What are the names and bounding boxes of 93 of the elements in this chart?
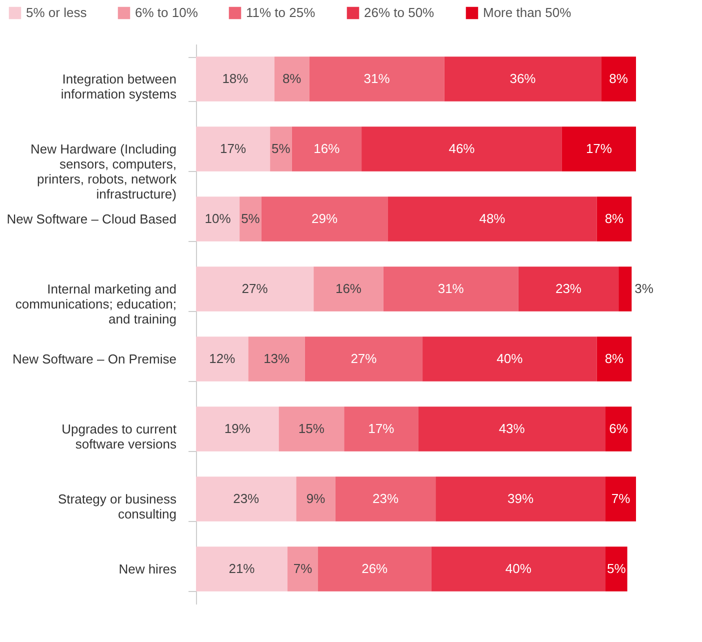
bar bbox=[606, 406, 632, 452]
legend-label: 11% to 25% bbox=[246, 5, 316, 20]
bar bbox=[270, 126, 292, 172]
bar bbox=[309, 56, 444, 102]
data-label: 5% bbox=[272, 141, 291, 156]
data-label: 17% bbox=[368, 421, 395, 436]
data-label: 40% bbox=[496, 351, 524, 366]
bar bbox=[444, 56, 602, 102]
data-label: 43% bbox=[498, 421, 526, 436]
bar bbox=[314, 266, 384, 312]
bar bbox=[431, 546, 606, 592]
legend-label: 5% or less bbox=[26, 5, 88, 20]
bar bbox=[606, 546, 628, 592]
legend-label: 6% to 10% bbox=[135, 5, 198, 20]
y-tick-label: Internal marketing and communications; education; and training bbox=[15, 282, 176, 326]
bar bbox=[240, 196, 262, 242]
data-label: 21% bbox=[228, 561, 256, 576]
bar bbox=[335, 476, 436, 522]
y-tick-label: New hires bbox=[118, 562, 177, 576]
bar bbox=[292, 126, 362, 172]
data-label: 29% bbox=[312, 211, 338, 226]
bar bbox=[261, 196, 388, 242]
bar bbox=[562, 126, 636, 172]
data-label: 6% bbox=[609, 421, 628, 436]
bar bbox=[274, 56, 310, 102]
data-label: 8% bbox=[604, 351, 624, 366]
bar bbox=[196, 406, 279, 452]
bar bbox=[362, 126, 562, 172]
bar bbox=[248, 336, 305, 382]
data-label: 31% bbox=[364, 71, 390, 86]
data-label: 15% bbox=[298, 421, 325, 436]
data-label: 17% bbox=[220, 141, 246, 156]
bar bbox=[196, 266, 314, 312]
data-label: 7% bbox=[611, 491, 631, 506]
bar bbox=[196, 56, 274, 102]
data-label: 3% bbox=[634, 281, 654, 296]
data-label: 26% bbox=[362, 561, 388, 576]
data-label: 9% bbox=[306, 491, 326, 506]
data-label: 39% bbox=[508, 491, 534, 506]
data-label: 12% bbox=[209, 351, 236, 366]
y-tick-label: New Hardware (Including sensors, computers, printers, robots, network infrastructure) bbox=[30, 142, 177, 202]
bar bbox=[418, 406, 606, 452]
data-label: 23% bbox=[233, 491, 260, 506]
data-label: 5% bbox=[241, 211, 260, 226]
y-tick-label: New Software – Cloud Based bbox=[6, 212, 176, 226]
y-tick-label: Strategy or business consulting bbox=[58, 492, 177, 522]
data-label: 18% bbox=[222, 71, 249, 86]
bar bbox=[287, 546, 318, 592]
bar bbox=[388, 196, 597, 242]
legend-label: 26% to 50% bbox=[364, 5, 435, 20]
bar bbox=[196, 476, 296, 522]
data-label: 7% bbox=[293, 561, 313, 576]
data-label: 5% bbox=[607, 561, 626, 576]
data-label: 36% bbox=[510, 71, 536, 86]
data-label: 48% bbox=[479, 211, 506, 226]
legend-label: More than 50% bbox=[483, 5, 572, 20]
data-label: 8% bbox=[282, 71, 302, 86]
bar bbox=[601, 56, 636, 102]
bar bbox=[278, 406, 344, 452]
bar bbox=[618, 266, 632, 312]
data-label: 8% bbox=[609, 71, 628, 86]
bar bbox=[383, 266, 518, 312]
bar bbox=[596, 196, 632, 242]
data-label: 10% bbox=[204, 211, 232, 226]
data-label: 13% bbox=[264, 351, 290, 366]
data-label: 17% bbox=[586, 141, 612, 156]
data-label: 46% bbox=[448, 141, 476, 156]
bar bbox=[518, 266, 619, 312]
data-label: 23% bbox=[555, 281, 582, 296]
bar bbox=[344, 406, 418, 452]
data-label: 16% bbox=[335, 281, 362, 296]
bar bbox=[318, 546, 432, 592]
bar bbox=[606, 476, 636, 522]
bar bbox=[196, 196, 240, 242]
data-label: 16% bbox=[314, 141, 340, 156]
data-label: 27% bbox=[350, 351, 378, 366]
bar bbox=[196, 126, 270, 172]
bar bbox=[304, 336, 423, 382]
data-label: 31% bbox=[438, 281, 464, 296]
bar bbox=[596, 336, 632, 382]
bar bbox=[296, 476, 336, 522]
bar bbox=[196, 336, 248, 382]
y-tick-label: Integration between information systems bbox=[60, 72, 177, 102]
y-tick-label: New Software – On Premise bbox=[12, 352, 176, 366]
bar bbox=[196, 546, 288, 592]
data-label: 40% bbox=[505, 561, 532, 576]
data-label: 19% bbox=[224, 421, 251, 436]
data-label: 27% bbox=[242, 281, 268, 296]
bar bbox=[436, 476, 606, 522]
bar bbox=[422, 336, 597, 382]
data-label: 23% bbox=[372, 491, 399, 506]
y-tick-label: Upgrades to current software versions bbox=[62, 422, 177, 452]
data-label: 8% bbox=[604, 211, 624, 226]
